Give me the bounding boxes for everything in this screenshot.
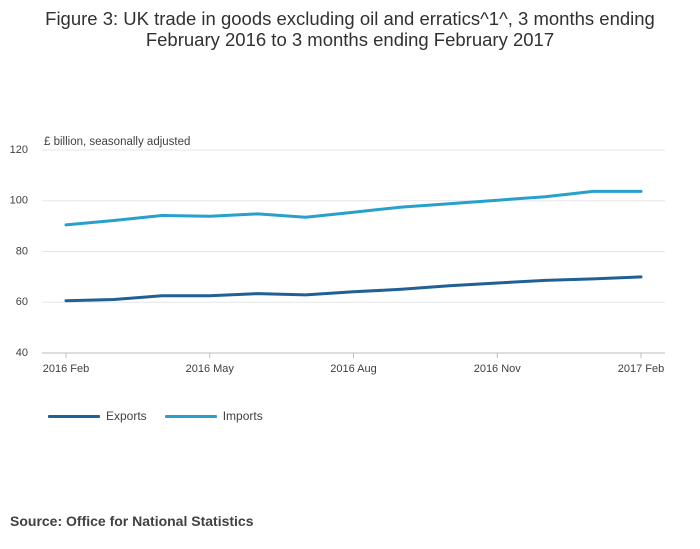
series-line-exports[interactable] bbox=[64, 275, 643, 303]
data-point-imports-11[interactable] bbox=[591, 189, 596, 194]
legend-item-imports[interactable]: Imports bbox=[164, 409, 263, 423]
legend-label-exports: Exports bbox=[106, 409, 147, 423]
y-tick-label-120: 120 bbox=[10, 144, 28, 156]
data-point-exports-0[interactable] bbox=[64, 298, 69, 303]
x-tick-label-2: 2016 Aug bbox=[330, 363, 377, 375]
y-tick-label-100: 100 bbox=[10, 195, 28, 207]
legend-swatch-imports bbox=[164, 414, 217, 418]
data-point-exports-12[interactable] bbox=[639, 274, 644, 279]
data-point-imports-7[interactable] bbox=[399, 205, 404, 210]
data-point-exports-4[interactable] bbox=[255, 291, 260, 296]
data-point-imports-4[interactable] bbox=[255, 211, 260, 216]
x-axis: 2016 Feb 2016 May 2016 Aug 2016 Nov 2017 Feb bbox=[43, 353, 664, 375]
data-point-imports-3[interactable] bbox=[207, 214, 212, 219]
data-point-imports-1[interactable] bbox=[111, 218, 116, 223]
legend: Exports Imports bbox=[48, 409, 263, 423]
legend-swatch-exports bbox=[48, 414, 100, 418]
source-note: Source: Office for National Statistics bbox=[10, 513, 254, 529]
grid-lines bbox=[42, 149, 665, 354]
data-point-exports-10[interactable] bbox=[543, 278, 548, 283]
x-tick-label-3: 2016 Nov bbox=[474, 363, 522, 375]
data-point-exports-3[interactable] bbox=[207, 293, 212, 298]
data-point-exports-2[interactable] bbox=[159, 293, 164, 298]
data-point-exports-1[interactable] bbox=[111, 297, 116, 302]
data-point-exports-7[interactable] bbox=[399, 287, 404, 292]
data-point-exports-11[interactable] bbox=[591, 276, 596, 281]
y-tick-label-60: 60 bbox=[16, 296, 28, 308]
x-tick-label-1: 2016 May bbox=[186, 363, 235, 375]
series-line-imports[interactable] bbox=[64, 189, 643, 227]
data-point-imports-5[interactable] bbox=[303, 215, 308, 220]
data-point-imports-0[interactable] bbox=[64, 222, 69, 227]
data-point-exports-8[interactable] bbox=[447, 283, 452, 288]
data-point-imports-8[interactable] bbox=[447, 201, 452, 206]
y-tick-label-80: 80 bbox=[16, 245, 28, 257]
data-point-imports-12[interactable] bbox=[639, 189, 644, 194]
y-axis-ticks: 40 60 80 100 120 bbox=[10, 144, 28, 359]
y-tick-label-40: 40 bbox=[16, 347, 28, 359]
data-point-imports-9[interactable] bbox=[495, 198, 500, 203]
legend-label-imports: Imports bbox=[222, 409, 263, 423]
data-point-imports-2[interactable] bbox=[159, 213, 164, 218]
data-point-imports-10[interactable] bbox=[543, 194, 548, 199]
data-point-exports-5[interactable] bbox=[303, 292, 308, 297]
data-point-exports-6[interactable] bbox=[351, 289, 356, 294]
data-point-exports-9[interactable] bbox=[495, 280, 500, 285]
data-point-imports-6[interactable] bbox=[351, 210, 356, 215]
x-tick-label-0: 2016 Feb bbox=[43, 363, 89, 375]
legend-item-exports[interactable]: Exports bbox=[48, 409, 147, 423]
x-tick-label-4: 2017 Feb bbox=[618, 363, 664, 375]
chart-title: Figure 3: UK trade in goods excluding oi… bbox=[45, 8, 655, 50]
y-axis-unit-label: £ billion, seasonally adjusted bbox=[44, 136, 191, 148]
series-lines bbox=[64, 189, 644, 303]
